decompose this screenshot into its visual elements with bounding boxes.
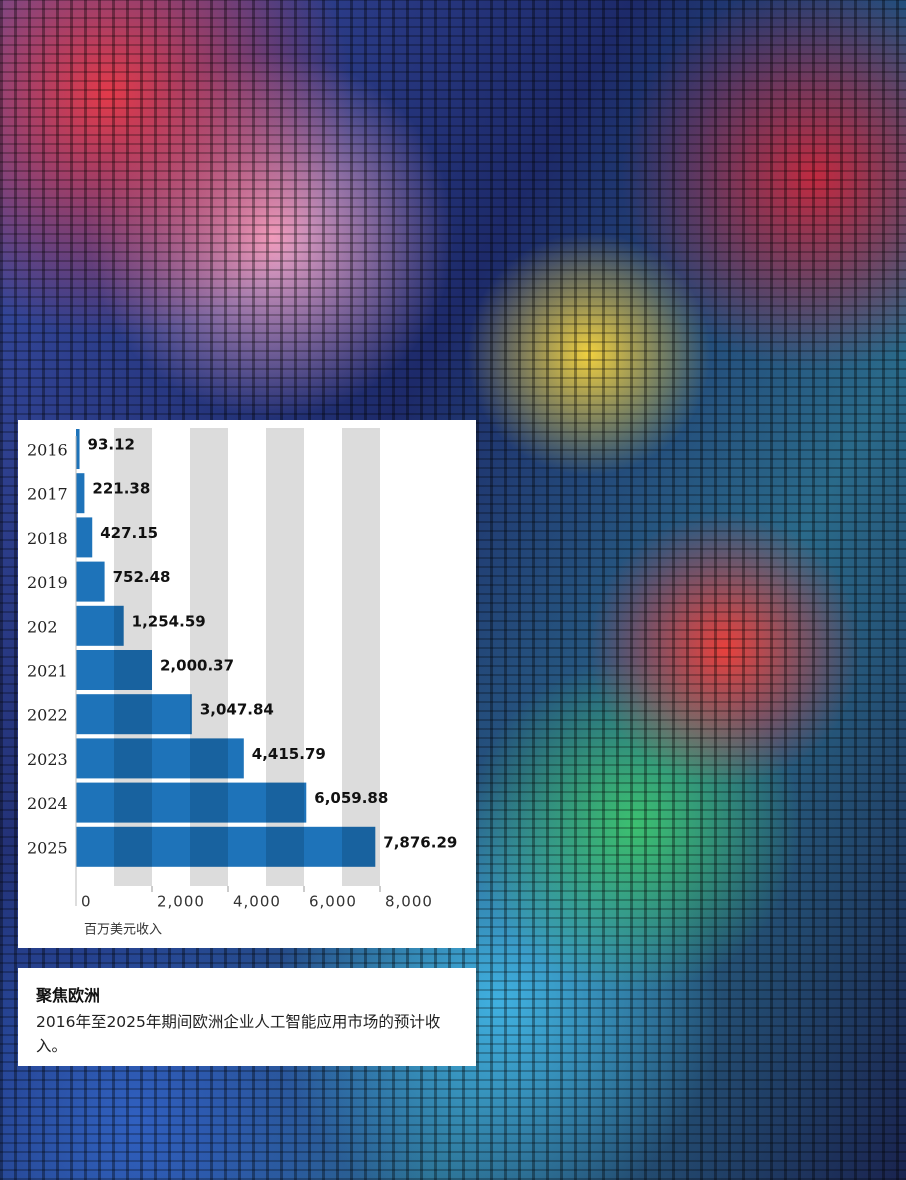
caption-text: 2016年至2025年期间欧洲企业人工智能应用市场的预计收入。 bbox=[36, 1010, 458, 1058]
chart: 百万美元收入 0 2,000 4,000 6,000 8,000 2016 93.12 201… bbox=[0, 0, 906, 960]
y-tick-label: 2025 bbox=[27, 838, 68, 857]
bar bbox=[76, 429, 80, 469]
x-tick-label: 0 bbox=[81, 893, 92, 911]
y-tick-label: 2021 bbox=[27, 662, 68, 681]
x-axis-label: 百万美元收入 bbox=[84, 923, 162, 938]
value-label: 752.48 bbox=[113, 568, 171, 586]
value-label: 221.38 bbox=[92, 480, 150, 498]
bar-shade bbox=[266, 827, 304, 867]
value-label: 6,059.88 bbox=[314, 789, 388, 807]
value-label: 3,047.84 bbox=[200, 701, 274, 719]
value-label: 2,000.37 bbox=[160, 657, 234, 675]
value-label: 4,415.79 bbox=[252, 745, 326, 763]
y-tick-label: 202 bbox=[27, 617, 58, 636]
bar-shade bbox=[342, 827, 375, 867]
bar-shade bbox=[190, 783, 228, 823]
bar-shade bbox=[114, 650, 152, 690]
bar bbox=[76, 562, 105, 602]
y-tick-label: 2022 bbox=[27, 706, 68, 725]
bar-shade bbox=[114, 783, 152, 823]
caption-title: 聚焦欧洲 bbox=[36, 982, 458, 1006]
value-label: 1,254.59 bbox=[132, 612, 206, 630]
bar bbox=[76, 517, 92, 557]
bar-shade bbox=[114, 738, 152, 778]
bar-shade bbox=[114, 694, 152, 734]
page: 百万美元收入 0 2,000 4,000 6,000 8,000 2016 93.12 201… bbox=[0, 0, 906, 1180]
bar-shade bbox=[190, 738, 228, 778]
y-tick-label: 2018 bbox=[27, 529, 68, 548]
bar-shade bbox=[190, 694, 192, 734]
value-label: 7,876.29 bbox=[383, 833, 457, 851]
value-label: 93.12 bbox=[88, 436, 135, 454]
y-tick-label: 2019 bbox=[27, 573, 68, 592]
y-tick-label: 2024 bbox=[27, 794, 68, 813]
bar-shade bbox=[266, 783, 304, 823]
bar-shade bbox=[114, 827, 152, 867]
bar-shade bbox=[114, 606, 124, 646]
x-tick-label: 2,000 bbox=[157, 893, 205, 911]
y-tick-label: 2017 bbox=[27, 485, 68, 504]
y-tick-label: 2023 bbox=[27, 750, 68, 769]
grid-band bbox=[342, 428, 380, 886]
x-tick-label: 8,000 bbox=[385, 893, 433, 911]
x-tick-label: 4,000 bbox=[233, 893, 281, 911]
bar-shade bbox=[190, 827, 228, 867]
x-tick-label: 6,000 bbox=[309, 893, 357, 911]
y-tick-label: 2016 bbox=[27, 441, 68, 460]
value-label: 427.15 bbox=[100, 524, 158, 542]
bar bbox=[76, 473, 84, 513]
caption: 聚焦欧洲 2016年至2025年期间欧洲企业人工智能应用市场的预计收入。 bbox=[18, 968, 476, 1066]
